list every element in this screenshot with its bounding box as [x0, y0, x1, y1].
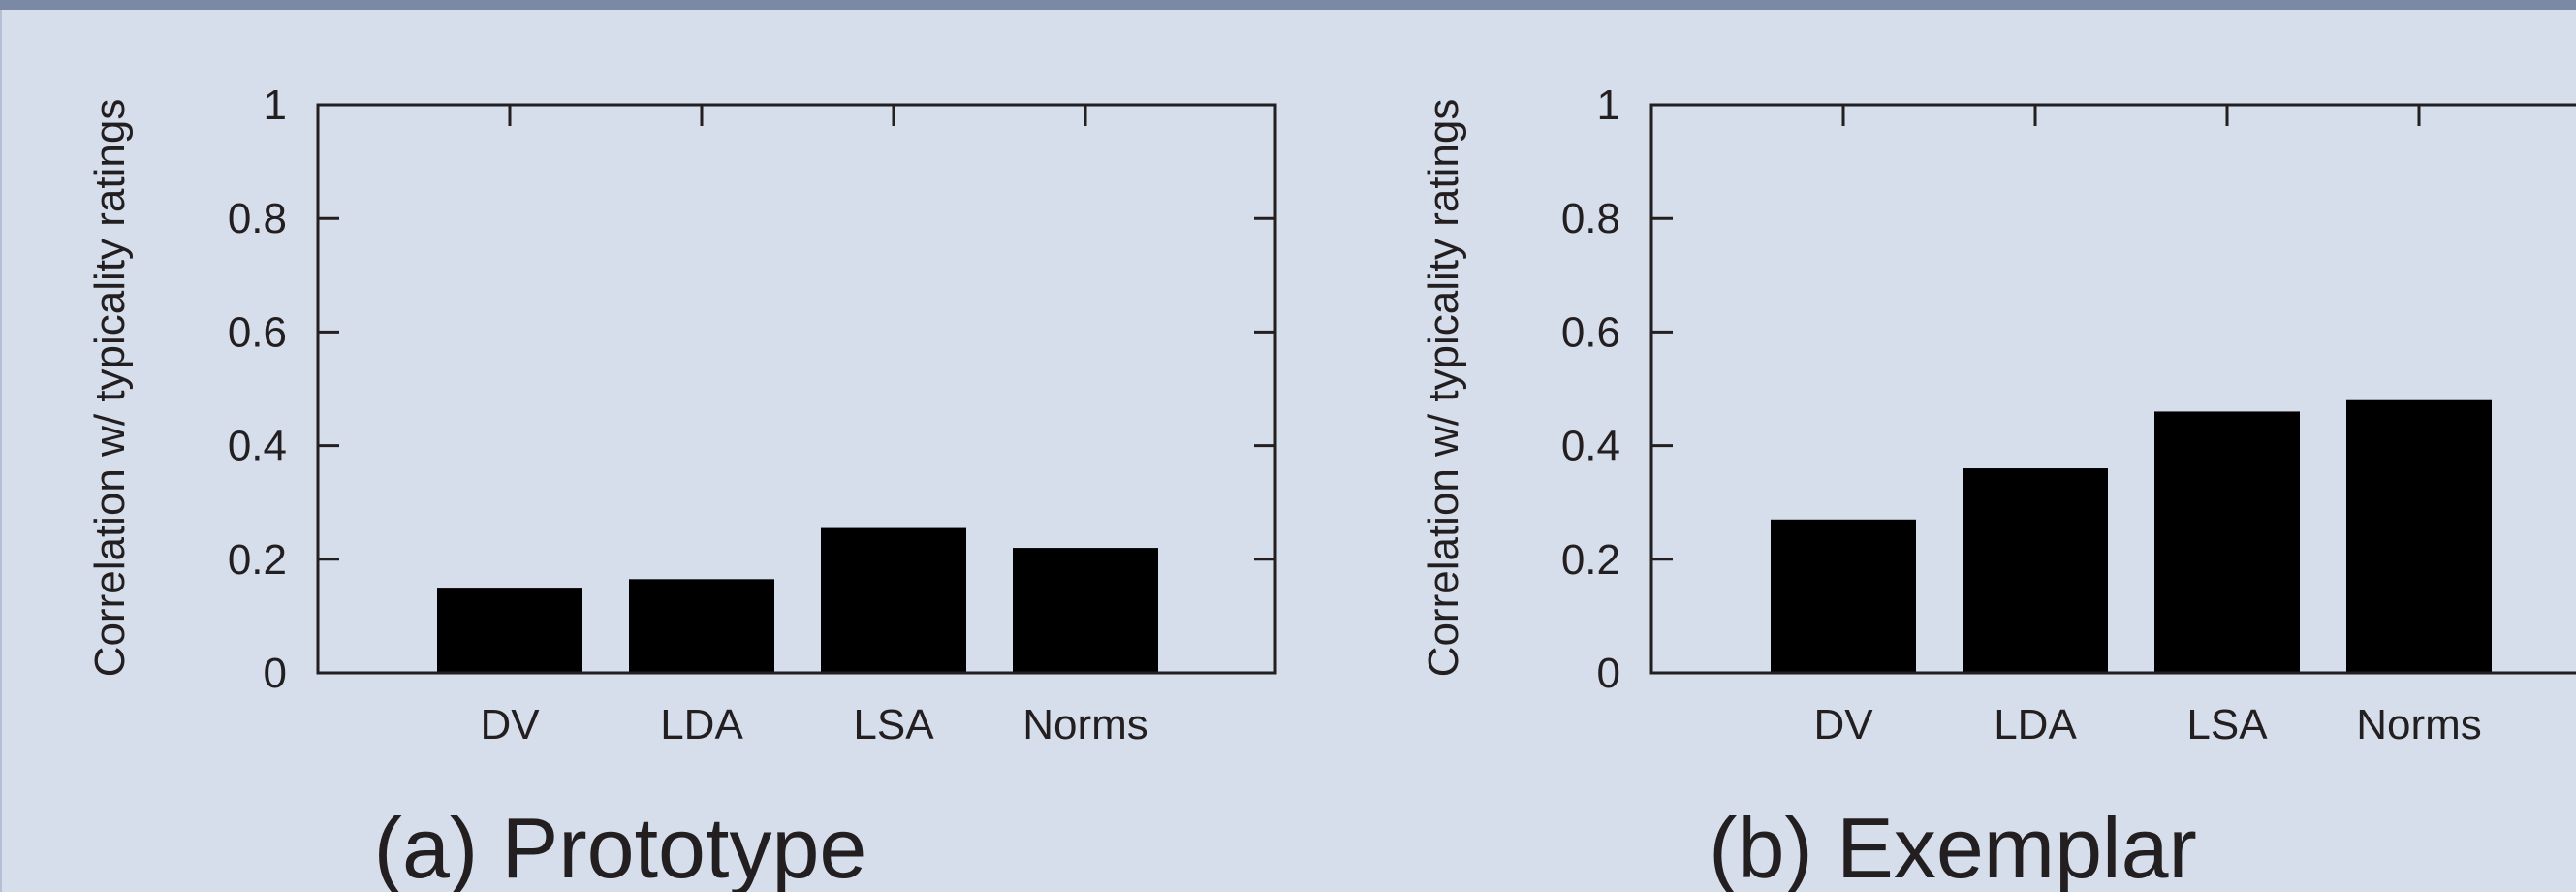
- y-tick-label: 0.6: [1561, 308, 1620, 356]
- x-tick-label: LSA: [853, 701, 934, 749]
- x-tick-label: Norms: [1022, 701, 1148, 749]
- chart-caption: (b) Exemplar: [1709, 800, 2197, 892]
- x-tick-label: DV: [480, 701, 540, 749]
- bar-norms: [2346, 399, 2492, 673]
- plot-area: 0 0.2 0.4 0.6 0.8 1 DV LDA LSA Norms: [1561, 81, 2576, 749]
- chart-caption: (a) Prototype: [374, 800, 867, 892]
- top-border: [0, 0, 2576, 10]
- y-tick-label: 1: [264, 81, 287, 129]
- y-axis-label: Correlation w/ typicality ratings: [86, 99, 134, 678]
- left-border: [0, 10, 2, 892]
- bar-dv: [1771, 519, 1916, 673]
- bar-lsa: [2154, 411, 2300, 673]
- y-tick-label: 0.2: [1561, 536, 1620, 584]
- x-tick-label: LDA: [660, 701, 743, 749]
- chart-exemplar: Correlation w/ typicality ratings (b) Ex…: [1420, 81, 2576, 892]
- bar-lsa: [821, 527, 966, 673]
- bar-norms: [1013, 548, 1158, 673]
- y-tick-label: 0.4: [228, 423, 287, 470]
- x-tick-label: LSA: [2186, 701, 2268, 749]
- y-tick-label: 0.4: [1561, 423, 1620, 470]
- plot-frame: [316, 103, 1277, 675]
- y-axis-label: Correlation w/ typicality ratings: [1420, 99, 1467, 678]
- y-tick-label: 0.8: [228, 195, 287, 242]
- y-tick-label: 0: [264, 650, 287, 697]
- x-tick-label: Norms: [2356, 701, 2482, 749]
- chart-prototype: Correlation w/ typicality ratings (a) Pr…: [86, 81, 1277, 892]
- y-tick-label: 0: [1597, 650, 1620, 697]
- y-tick-label: 1: [1597, 81, 1620, 129]
- y-tick-label: 0.8: [1561, 195, 1620, 242]
- plot-frame: [1649, 103, 2576, 675]
- x-tick-label: LDA: [1994, 701, 2077, 749]
- y-tick-label: 0.6: [228, 308, 287, 356]
- bar-lda: [1963, 468, 2108, 673]
- y-tick-label: 0.2: [228, 536, 287, 584]
- x-tick-label: DV: [1813, 701, 1873, 749]
- plot-area: 0 0.2 0.4 0.6 0.8 1 DV LDA LSA Norms: [228, 81, 1277, 749]
- bar-dv: [437, 588, 582, 673]
- bar-lda: [629, 579, 774, 673]
